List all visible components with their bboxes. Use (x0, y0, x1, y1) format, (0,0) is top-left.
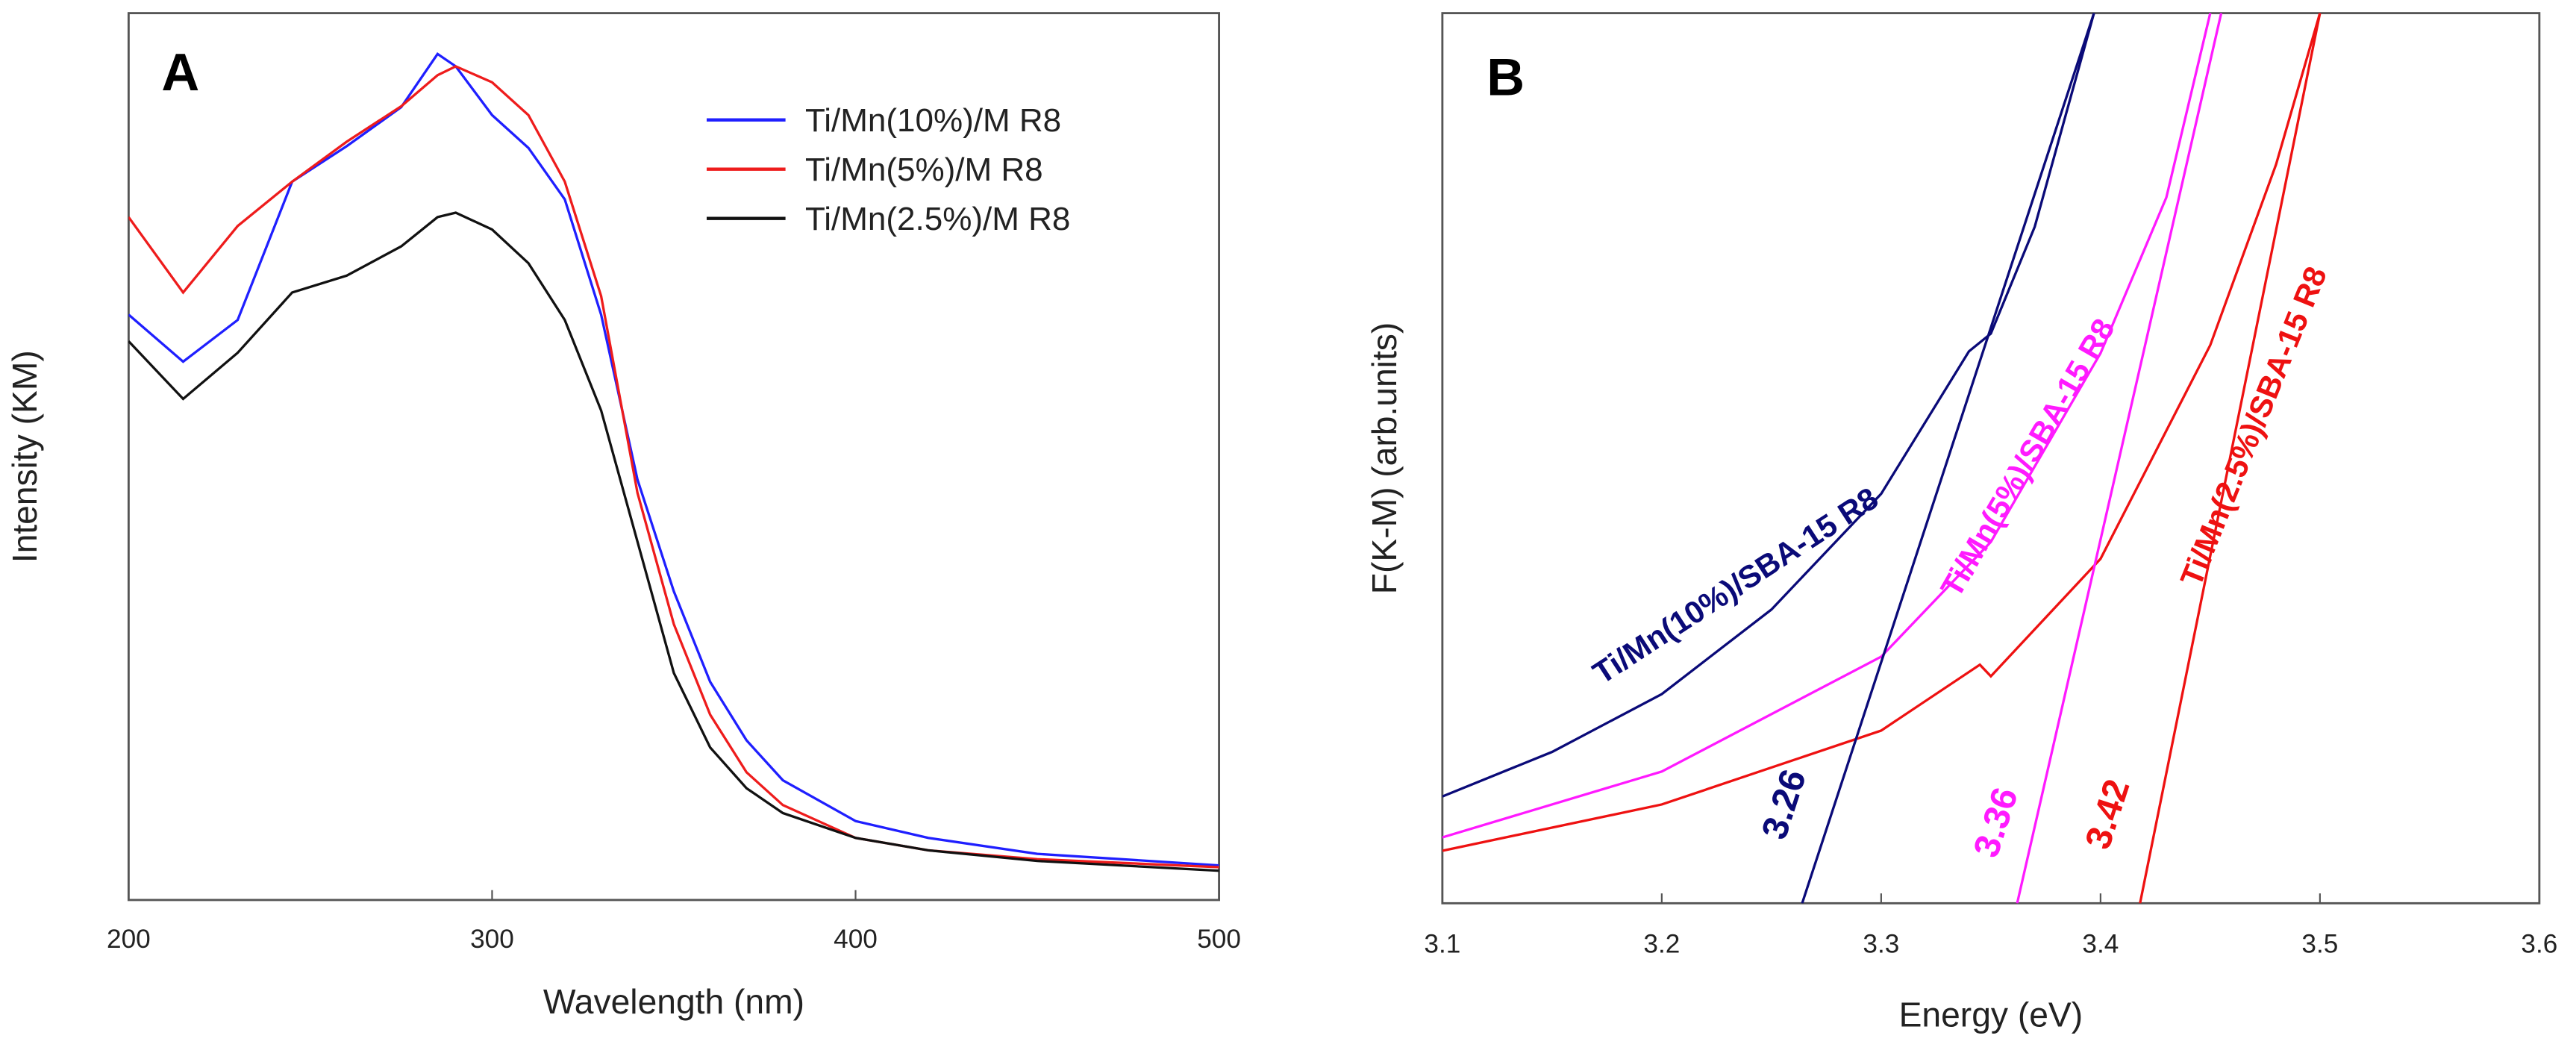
intercept-label: 3.42 (2078, 775, 2137, 854)
x-tick-label: 400 (834, 925, 878, 954)
data-line (128, 211, 1219, 872)
data-line (128, 51, 1219, 867)
y-axis-label: Intensity (KM) (5, 350, 44, 563)
legend-label: Ti/Mn(2.5%)/M R8 (805, 201, 1070, 237)
plot-area (128, 51, 1219, 872)
curve-label: Ti/Mn(5%)/SBA-15 R8 (1933, 313, 2122, 603)
x-tick-label: 3.2 (1643, 929, 1680, 958)
plot-frame (1441, 12, 2541, 905)
data-line (1442, 13, 2322, 852)
intercept-label: 3.36 (1966, 783, 2025, 862)
panel-label: B (1486, 48, 1525, 107)
legend-label: Ti/Mn(5%)/M R8 (805, 151, 1043, 188)
x-tick-label: 500 (1197, 925, 1241, 954)
intercept-label: 3.26 (1754, 765, 1814, 844)
fit-line (2016, 13, 2223, 904)
y-axis-label: F(K-M) (arb.units) (1365, 322, 1404, 595)
x-tick-label: 3.6 (2521, 929, 2557, 958)
x-tick-label: 3.3 (1863, 929, 1899, 958)
plot-area (1442, 13, 2322, 904)
curve-label: Ti/Mn(2.5%)/SBA-15 R8 (2173, 262, 2333, 591)
plot-frame (127, 12, 1221, 902)
curve-label: Ti/Mn(10%)/SBA-15 R8 (1586, 481, 1884, 691)
data-line (1442, 13, 2212, 839)
x-tick-label: 200 (107, 925, 151, 954)
x-tick-label: 300 (470, 925, 514, 954)
x-axis-label: Wavelength (nm) (543, 982, 804, 1021)
x-tick-label: 3.5 (2301, 929, 2338, 958)
fit-line (1801, 13, 2095, 904)
fit-line (2139, 13, 2322, 904)
data-line (1442, 13, 2095, 798)
legend-label: Ti/Mn(10%)/M R8 (805, 102, 1061, 139)
x-tick-label: 3.1 (1424, 929, 1460, 958)
x-tick-label: 3.4 (2082, 929, 2119, 958)
data-line (128, 65, 1219, 869)
x-axis-label: Energy (eV) (1899, 995, 2083, 1034)
panel-label: A (161, 43, 199, 101)
